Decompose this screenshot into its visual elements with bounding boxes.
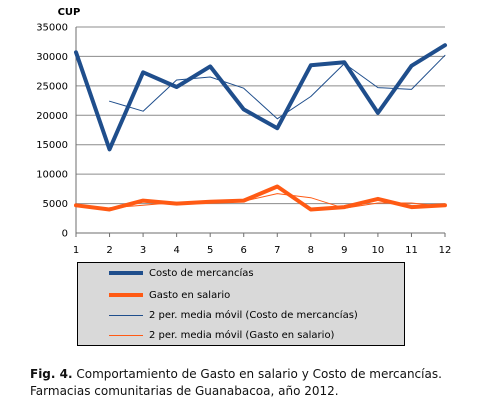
x-tick-label: 5 xyxy=(207,245,213,256)
legend-swatch-gasto xyxy=(109,293,143,297)
x-tick-label: 8 xyxy=(308,245,314,256)
y-tick-label: 10000 xyxy=(36,170,68,181)
chart-legend: Costo de mercancías Gasto en salario 2 p… xyxy=(77,262,405,346)
legend-swatch-media-gasto xyxy=(109,334,143,336)
legend-label-gasto: Gasto en salario xyxy=(149,289,231,301)
legend-item-costo: Costo de mercancías xyxy=(78,263,254,283)
series-line-2 xyxy=(74,184,447,212)
legend-swatch-costo xyxy=(109,271,143,275)
legend-label-media-gasto: 2 per. media móvil (Gasto en salario) xyxy=(149,329,335,341)
legend-item-media-costo: 2 per. media móvil (Costo de mercancías) xyxy=(78,305,358,325)
x-tick-label: 4 xyxy=(173,245,179,256)
series-line-1 xyxy=(74,43,447,152)
y-tick-label: 5000 xyxy=(43,199,68,210)
x-tick-label: 12 xyxy=(439,245,452,256)
y-tick-label: 25000 xyxy=(36,81,68,92)
figure-label: Fig. 4. xyxy=(30,367,73,381)
x-tick-label: 10 xyxy=(372,245,385,256)
series-line-3 xyxy=(109,54,446,120)
x-tick-label: 6 xyxy=(241,245,247,256)
x-tick-label: 3 xyxy=(140,245,146,256)
legend-item-gasto: Gasto en salario xyxy=(78,285,230,305)
x-tick-label: 7 xyxy=(274,245,280,256)
x-tick-label: 2 xyxy=(106,245,112,256)
y-tick-label: 15000 xyxy=(36,140,68,151)
x-tick-label: 11 xyxy=(405,245,418,256)
legend-label-media-costo: 2 per. media móvil (Costo de mercancías) xyxy=(149,309,358,321)
y-tick-label: 0 xyxy=(62,229,68,240)
y-tick-label: 30000 xyxy=(36,52,68,63)
x-tick-label: 1 xyxy=(73,245,79,256)
figure-caption: Fig. 4. Comportamiento de Gasto en salar… xyxy=(30,366,495,400)
y-tick-label: 20000 xyxy=(36,111,68,122)
caption-text: Comportamiento de Gasto en salario y Cos… xyxy=(30,367,442,398)
legend-swatch-media-costo xyxy=(109,314,143,316)
x-tick-label: 9 xyxy=(341,245,347,256)
legend-label-costo: Costo de mercancías xyxy=(149,267,254,279)
y-axis-unit-label: CUP xyxy=(58,7,81,18)
y-tick-label: 35000 xyxy=(36,23,68,34)
legend-item-media-gasto: 2 per. media móvil (Gasto en salario) xyxy=(78,325,334,345)
